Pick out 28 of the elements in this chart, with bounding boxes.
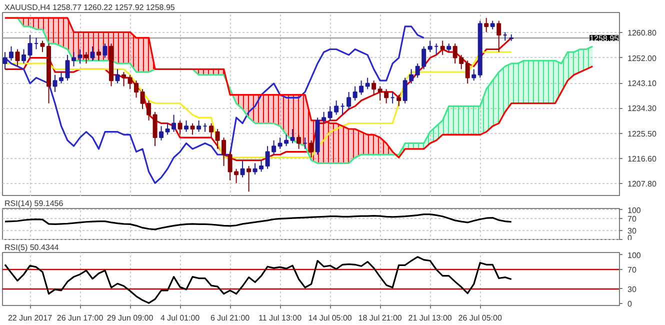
x-tick-label: 21 Jul 13:00	[408, 314, 452, 322]
y-tick-label: 70	[628, 266, 637, 275]
y-tick-label: 1260.80	[628, 28, 657, 38]
x-tick-label: 6 Jul 21:00	[210, 314, 250, 322]
y-tick-label: 1234.30	[628, 104, 657, 114]
y-tick-label: 1225.50	[628, 129, 657, 138]
x-tick-label: 26 Jun 17:00	[56, 314, 104, 322]
x-tick-label: 4 Jul 01:00	[160, 314, 200, 322]
y-tick-label: 30	[628, 226, 637, 236]
x-tick-label: 11 Jul 13:00	[258, 314, 302, 322]
y-tick-label: 70	[628, 214, 637, 224]
x-tick-label: 18 Jul 21:00	[358, 314, 402, 322]
y-tick-label: 30	[628, 284, 637, 294]
y-tick-label: 100	[628, 206, 642, 215]
y-tick-label: 1252.00	[628, 54, 657, 63]
y-tick-label: 100	[628, 250, 642, 260]
y-tick-label: 1207.80	[628, 180, 657, 189]
chart-title: XAUUSD,H4 1258.77 1260.22 1257.92 1258.95	[4, 3, 176, 12]
ref-line-label: 1258.95	[590, 34, 620, 43]
chart-title: RSI(14) 59.1456	[4, 199, 64, 208]
y-tick-label: 1243.10	[628, 79, 657, 88]
x-tick-label: 26 Jul 05:00	[458, 314, 502, 322]
x-tick-label: 22 Jun 2017	[8, 314, 53, 322]
y-tick-label: 0	[628, 300, 632, 309]
x-tick-label: 14 Jul 05:00	[308, 314, 352, 322]
x-tick-label: 29 Jun 09:00	[106, 314, 154, 322]
chart-title: RSI(5) 50.4344	[4, 243, 60, 252]
y-tick-label: 1216.60	[628, 154, 657, 164]
